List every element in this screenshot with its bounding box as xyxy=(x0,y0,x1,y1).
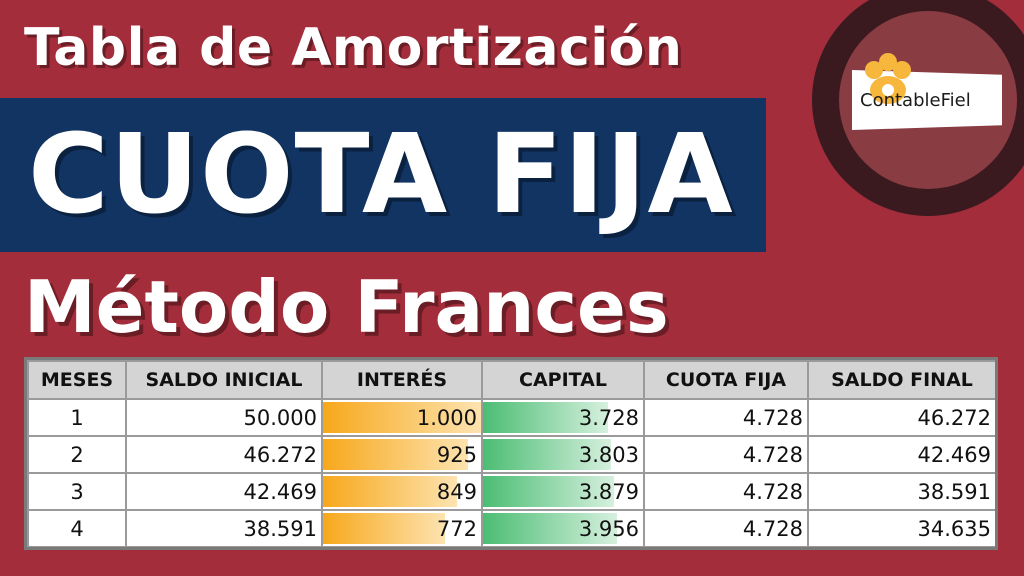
cell-saldo-final: 42.469 xyxy=(807,435,995,474)
table-row: 2 46.272 925 3.803 4.728 42.469 xyxy=(27,435,995,474)
interes-value: 925 xyxy=(436,442,477,467)
interes-value: 849 xyxy=(436,479,477,504)
capital-value: 3.956 xyxy=(578,516,639,541)
amortization-table: MESES SALDO INICIAL INTERÉS CAPITAL CUOT… xyxy=(24,357,998,550)
cell-saldo-final: 34.635 xyxy=(807,509,995,547)
cell-saldo-inicial: 50.000 xyxy=(125,398,323,437)
interest-bar xyxy=(323,439,469,470)
capital-value: 3.728 xyxy=(578,405,639,430)
cell-saldo-inicial: 38.591 xyxy=(125,509,323,547)
cell-mes: 1 xyxy=(27,398,127,437)
table-row: 4 38.591 772 3.956 4.728 34.635 xyxy=(27,509,995,547)
cell-mes: 3 xyxy=(27,472,127,511)
header-meses: MESES xyxy=(27,360,127,400)
cell-capital: 3.728 xyxy=(481,398,645,437)
banner-title: CUOTA FIJA xyxy=(28,110,734,238)
cell-mes: 2 xyxy=(27,435,127,474)
header-saldo-inicial: SALDO INICIAL xyxy=(125,360,323,400)
banner xyxy=(0,98,766,252)
cell-cuota: 4.728 xyxy=(643,435,809,474)
cell-interes: 849 xyxy=(321,472,483,511)
interest-bar xyxy=(323,476,458,507)
cell-interes: 772 xyxy=(321,509,483,547)
interes-value: 772 xyxy=(436,516,477,541)
cell-capital: 3.803 xyxy=(481,435,645,474)
cell-cuota: 4.728 xyxy=(643,509,809,547)
capital-bar xyxy=(483,513,618,544)
cell-mes: 4 xyxy=(27,509,127,547)
interest-bar xyxy=(323,402,481,433)
cell-saldo-final: 38.591 xyxy=(807,472,995,511)
cell-capital: 3.879 xyxy=(481,472,645,511)
header-cuota-fija: CUOTA FIJA xyxy=(643,360,809,400)
hand-icon xyxy=(865,53,911,104)
logo-text: ContableFiel xyxy=(860,90,971,111)
cell-interes: 1.000 xyxy=(321,398,483,437)
capital-value: 3.803 xyxy=(578,442,639,467)
cell-saldo-inicial: 42.469 xyxy=(125,472,323,511)
cell-cuota: 4.728 xyxy=(643,472,809,511)
table-header-row: MESES SALDO INICIAL INTERÉS CAPITAL CUOT… xyxy=(27,360,995,400)
cell-saldo-final: 46.272 xyxy=(807,398,995,437)
title-top: Tabla de Amortización xyxy=(24,18,683,78)
capital-bar xyxy=(483,402,608,433)
cell-cuota: 4.728 xyxy=(643,398,809,437)
table-row: 3 42.469 849 3.879 4.728 38.591 xyxy=(27,472,995,511)
cell-capital: 3.956 xyxy=(481,509,645,547)
cell-interes: 925 xyxy=(321,435,483,474)
interes-value: 1.000 xyxy=(416,405,477,430)
interest-bar xyxy=(323,513,445,544)
capital-bar xyxy=(483,476,615,507)
cell-saldo-inicial: 46.272 xyxy=(125,435,323,474)
header-saldo-final: SALDO FINAL xyxy=(807,360,995,400)
capital-bar xyxy=(483,439,611,470)
title-bottom: Método Frances xyxy=(24,265,669,349)
capital-value: 3.879 xyxy=(578,479,639,504)
table-row: 1 50.000 1.000 3.728 4.728 46.272 xyxy=(27,398,995,437)
header-capital: CAPITAL xyxy=(481,360,645,400)
header-interes: INTERÉS xyxy=(321,360,483,400)
